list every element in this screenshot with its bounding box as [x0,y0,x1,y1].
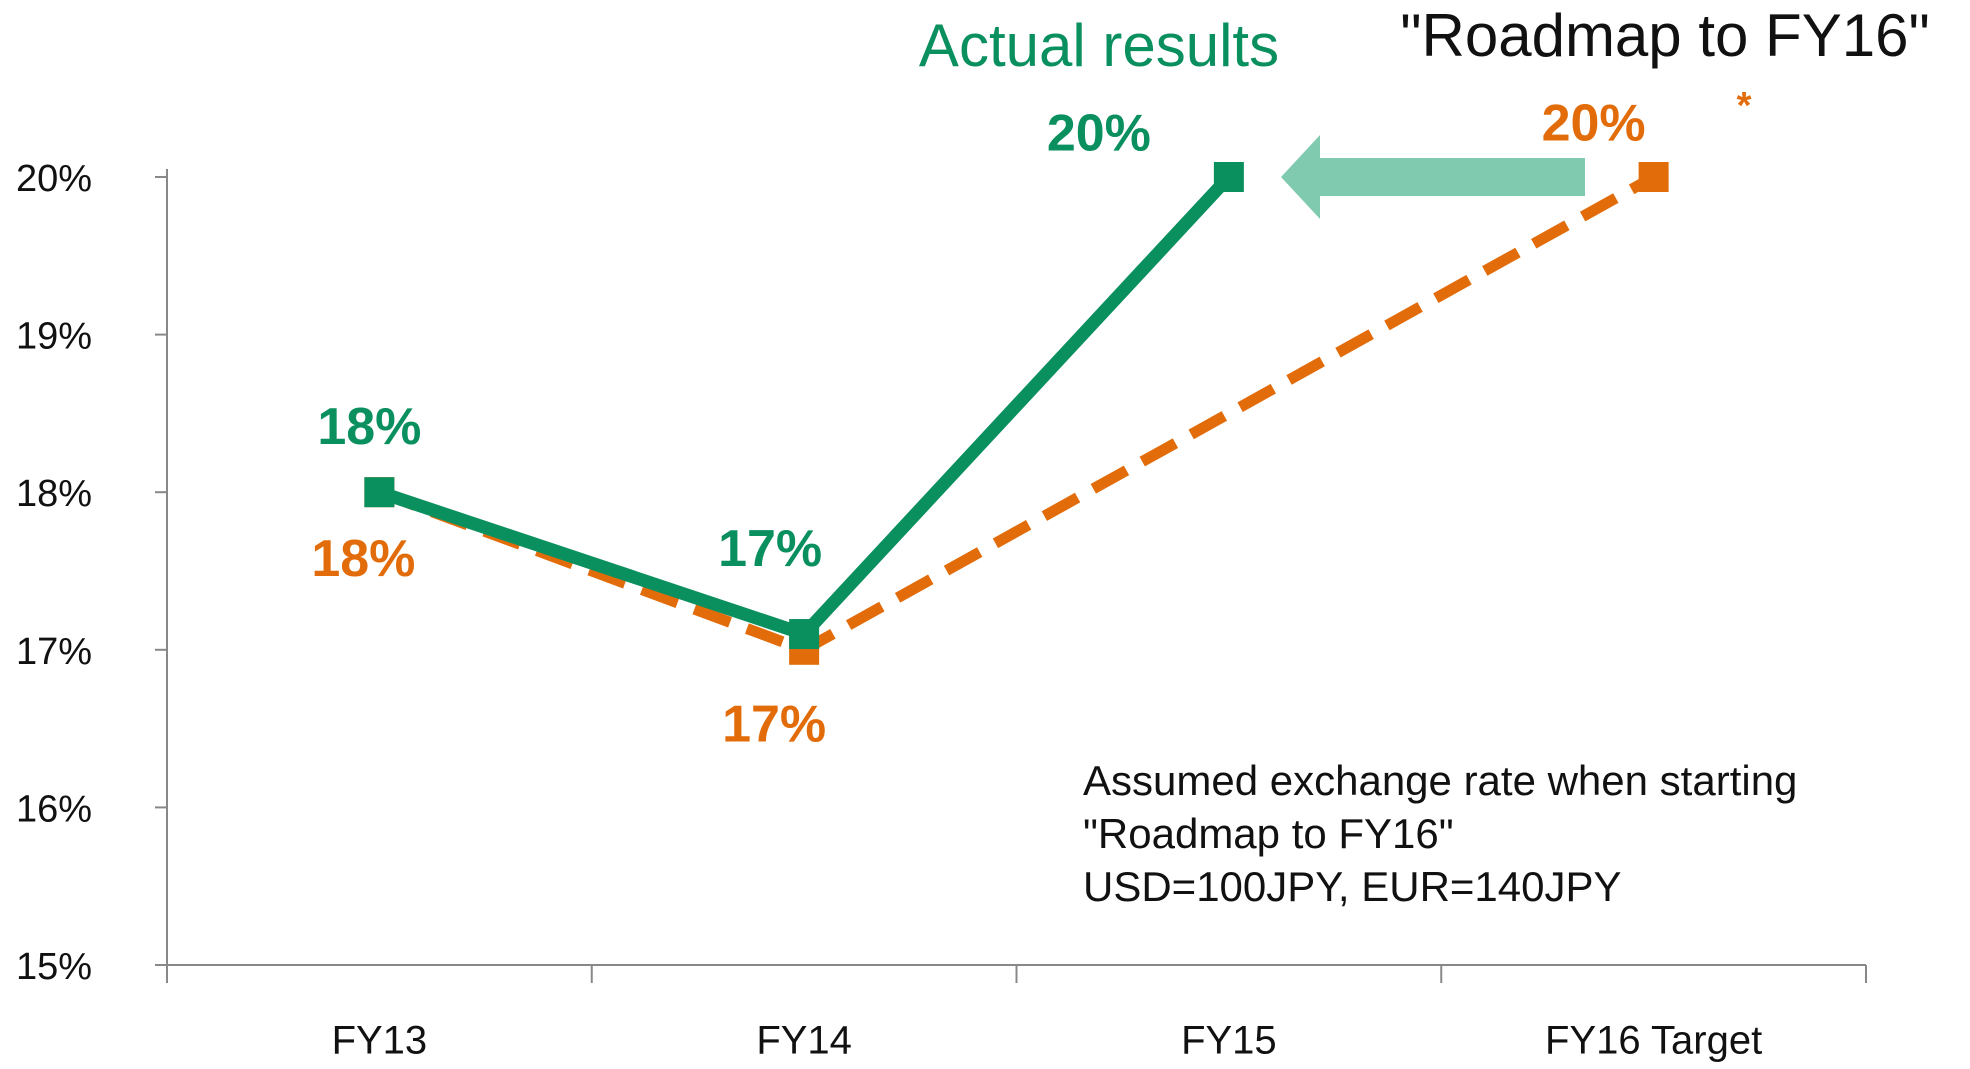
x-tick-label: FY15 [1181,1019,1277,1063]
y-tick-label: 17% [16,631,92,673]
annotation: USD=100JPY, EUR=140JPY [1083,863,1622,910]
annotation: "Roadmap to FY16" [1083,810,1454,857]
marker [1638,162,1669,192]
x-tick-label: FY16 Target [1545,1019,1762,1063]
y-tick-label: 19% [16,316,92,358]
data-label: 18% [311,530,415,588]
data-label: 20% [1047,105,1151,163]
annotation: Assumed exchange rate when starting [1083,757,1797,804]
data-label: 18% [317,398,421,456]
y-tick-label: 18% [16,473,92,515]
marker [364,477,395,508]
series-name: "Roadmap to FY16" [1400,2,1930,69]
x-tick-label: FY13 [332,1019,428,1063]
series-name: Actual results [919,12,1279,79]
data-label: 17% [718,520,822,578]
series-line [377,172,1657,656]
x-tick-label: FY14 [756,1019,852,1063]
y-tick-label: 20% [16,158,92,200]
target-mark: * [1737,85,1752,127]
y-tick-label: 16% [16,788,92,830]
data-label: 17% [722,696,826,754]
y-tick-label: 15% [16,946,92,988]
data-label: 20% [1542,95,1646,153]
marker [1213,162,1244,192]
arrow [1281,135,1585,219]
marker [789,619,820,650]
